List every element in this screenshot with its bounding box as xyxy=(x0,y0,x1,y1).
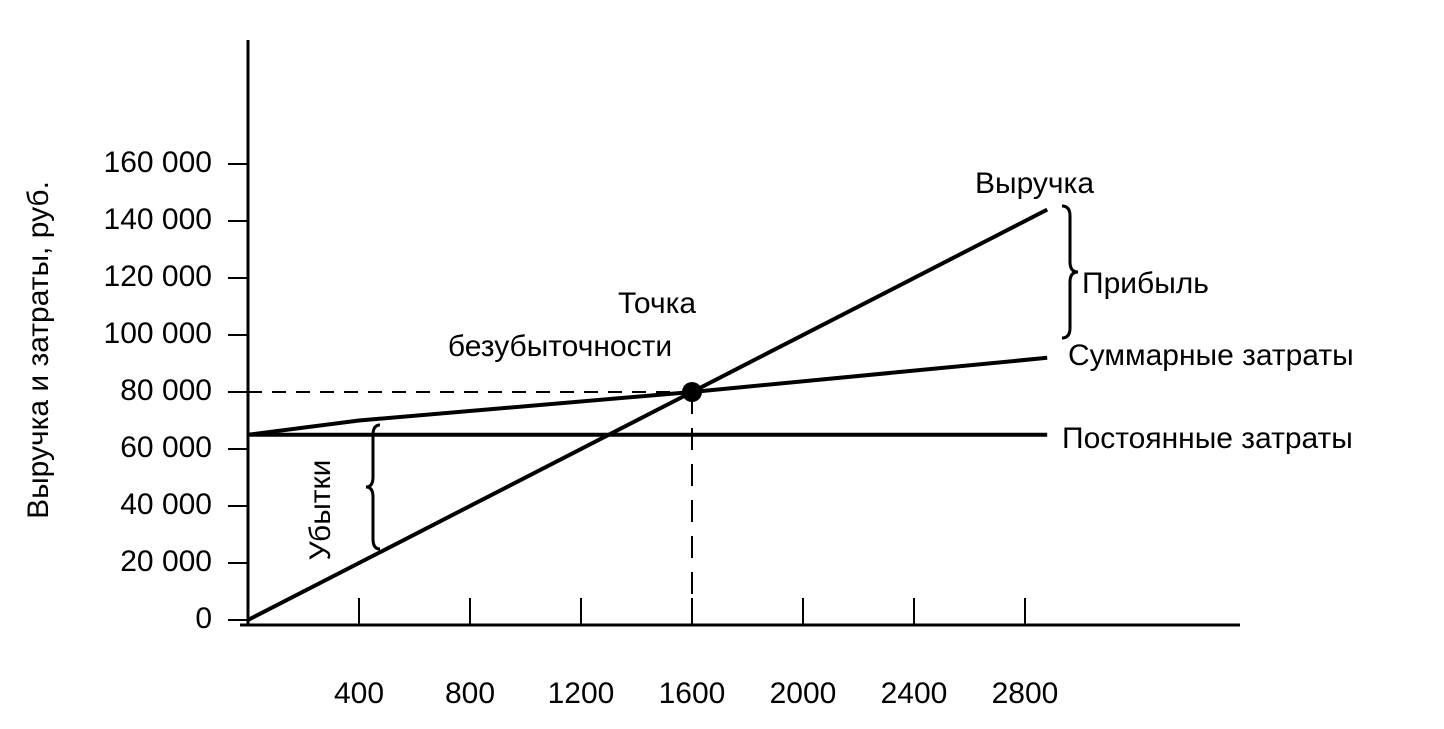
y-tick-label: 160 000 xyxy=(104,146,212,179)
y-tick-label: 80 000 xyxy=(120,374,212,407)
series-line xyxy=(247,207,1049,622)
loss-brace xyxy=(365,423,381,551)
y-tick-label: 40 000 xyxy=(120,488,212,521)
y-tick-label: 120 000 xyxy=(104,260,212,293)
series-line xyxy=(247,355,1048,437)
y-axis-label: Выручка и затраты, руб. xyxy=(22,181,55,519)
series-label: Постоянные затраты xyxy=(1062,422,1353,455)
x-tick-label: 1600 xyxy=(659,677,726,710)
y-tick-label: 60 000 xyxy=(120,431,212,464)
annotation: Убытки xyxy=(304,460,337,561)
y-tick-label: 0 xyxy=(195,602,212,635)
x-tick-label: 2000 xyxy=(770,677,837,710)
x-tick-label: 400 xyxy=(334,677,384,710)
y-tick-label: 140 000 xyxy=(104,203,212,236)
annotation: безубыточности xyxy=(448,330,672,363)
x-tick-label: 800 xyxy=(445,677,495,710)
y-tick-label: 100 000 xyxy=(104,317,212,350)
annotation: Прибыль xyxy=(1082,267,1209,300)
x-tick-label: 2400 xyxy=(881,677,948,710)
break-even-point xyxy=(682,382,702,402)
series-label: Суммарные затраты xyxy=(1068,339,1354,372)
y-tick-label: 20 000 xyxy=(120,545,212,578)
series-label: Выручка xyxy=(975,167,1094,200)
annotation: Точка xyxy=(618,287,696,320)
x-tick-label: 2800 xyxy=(992,677,1059,710)
x-tick-label: 1200 xyxy=(548,677,615,710)
profit-brace xyxy=(1061,204,1079,340)
